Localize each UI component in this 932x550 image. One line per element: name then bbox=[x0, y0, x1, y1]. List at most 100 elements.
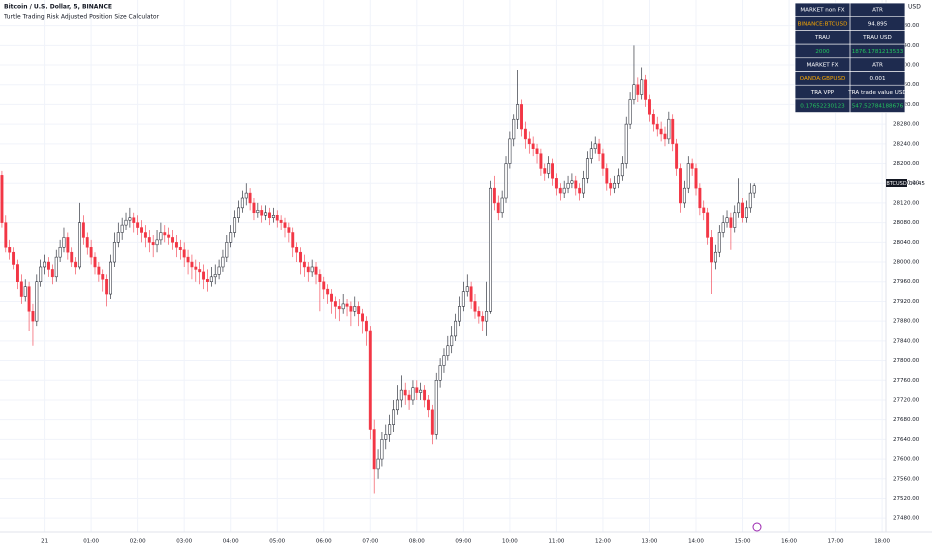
x-tick-label: 05:00 bbox=[269, 539, 285, 545]
candle-body bbox=[648, 99, 651, 115]
candle-body bbox=[566, 182, 570, 189]
candle-body bbox=[85, 237, 89, 248]
y-tick-label: 27960.00 bbox=[893, 279, 920, 285]
candle-body bbox=[182, 249, 186, 258]
candle-body bbox=[454, 320, 458, 337]
candle-body bbox=[240, 197, 244, 209]
table-text: BINANCE:BTCUSD bbox=[798, 21, 848, 27]
candle-body bbox=[438, 365, 442, 381]
candle-body bbox=[407, 394, 411, 401]
y-tick-label: 27800.00 bbox=[893, 358, 920, 364]
candle-body bbox=[151, 242, 155, 246]
candle-body bbox=[256, 210, 260, 214]
candle-body bbox=[741, 202, 744, 218]
candle-body bbox=[19, 281, 23, 297]
candle-body bbox=[330, 293, 333, 302]
candle-body bbox=[636, 84, 640, 95]
candle-body bbox=[271, 215, 275, 218]
candle-body bbox=[512, 118, 516, 140]
table-text: TRA VPP bbox=[810, 90, 835, 96]
x-tick-label: 12:00 bbox=[595, 539, 611, 545]
candle-body bbox=[450, 335, 454, 347]
candle-body bbox=[93, 256, 97, 268]
candle-body bbox=[395, 399, 399, 411]
candle-body bbox=[50, 269, 54, 278]
candle-body bbox=[423, 389, 427, 401]
candle-body bbox=[655, 123, 659, 130]
candle-body bbox=[384, 434, 388, 440]
candle-body bbox=[578, 187, 582, 194]
candle-body bbox=[489, 187, 492, 312]
table-text: MARKET non FX bbox=[800, 8, 844, 14]
candle-body bbox=[539, 153, 543, 169]
candle-body bbox=[516, 104, 520, 120]
event-icon[interactable] bbox=[752, 522, 762, 532]
candle-body bbox=[205, 279, 209, 282]
y-tick-label: 28240.00 bbox=[893, 141, 920, 147]
y-tick-label: 27840.00 bbox=[893, 338, 920, 344]
candle-body bbox=[116, 232, 120, 243]
candle-body bbox=[143, 232, 147, 238]
candle-body bbox=[357, 306, 361, 315]
candle-body bbox=[733, 212, 737, 228]
candle-body bbox=[388, 424, 392, 435]
table-text: ATR bbox=[872, 62, 883, 68]
candle-body bbox=[713, 251, 717, 263]
candle-body bbox=[554, 178, 558, 189]
table-text: 2000 bbox=[815, 49, 830, 55]
candle-body bbox=[504, 163, 508, 199]
candle-body bbox=[147, 237, 151, 243]
candle-body bbox=[237, 207, 240, 218]
x-tick-label: 13:00 bbox=[642, 539, 658, 545]
candle-body bbox=[492, 187, 496, 204]
candle-body bbox=[473, 301, 477, 312]
candle-body bbox=[295, 247, 299, 253]
table-text: TRAU bbox=[814, 35, 830, 41]
chart-title: Bitcoin / U.S. Dollar, 5, BINANCE bbox=[4, 4, 112, 11]
candle-body bbox=[132, 217, 136, 223]
candle-body bbox=[287, 227, 291, 233]
candle-body bbox=[368, 330, 372, 430]
candle-body bbox=[419, 389, 423, 393]
candle-body bbox=[4, 222, 8, 248]
candle-body bbox=[66, 237, 70, 253]
candle-body bbox=[392, 409, 396, 425]
candle-body bbox=[194, 266, 198, 270]
candle-body bbox=[628, 99, 632, 125]
y-tick-label: 27640.00 bbox=[893, 437, 920, 443]
x-tick-label: 17:00 bbox=[828, 539, 844, 545]
candle-body bbox=[543, 168, 547, 174]
candle-body bbox=[651, 114, 655, 125]
candle-body bbox=[322, 281, 326, 290]
candle-body bbox=[291, 232, 295, 248]
indicator-name: Turtle Trading Risk Adjusted Position Si… bbox=[3, 14, 160, 21]
candle-body bbox=[679, 168, 682, 204]
candle-body bbox=[47, 261, 50, 270]
candle-body bbox=[341, 303, 345, 310]
candle-body bbox=[120, 224, 124, 233]
candle-body bbox=[252, 202, 256, 214]
candle-body bbox=[140, 227, 143, 233]
candle-body bbox=[233, 217, 237, 233]
candle-body bbox=[485, 311, 489, 322]
candle-body bbox=[613, 182, 617, 189]
candle-body bbox=[178, 247, 182, 250]
candle-body bbox=[353, 306, 357, 312]
candle-body bbox=[101, 274, 105, 280]
candle-body bbox=[686, 163, 690, 189]
candle-body bbox=[264, 212, 268, 216]
price-tag-bg bbox=[886, 179, 907, 187]
candle-body bbox=[558, 187, 562, 194]
x-tick-label: 04:00 bbox=[223, 539, 239, 545]
candle-body bbox=[43, 261, 47, 268]
y-tick-label: 28080.00 bbox=[893, 220, 920, 226]
candle-body bbox=[605, 168, 609, 184]
candle-body bbox=[275, 215, 279, 221]
y-tick-label: 28280.00 bbox=[893, 122, 920, 128]
x-tick-label: 09:00 bbox=[455, 539, 471, 545]
info-table: MARKET non FX ATR BINANCE:BTCUSD 94.895 TRAU… bbox=[794, 2, 907, 113]
x-tick-label: 18:00 bbox=[874, 539, 890, 545]
candle-body bbox=[260, 210, 264, 216]
candle-body bbox=[477, 311, 481, 317]
candle-body bbox=[682, 187, 686, 204]
